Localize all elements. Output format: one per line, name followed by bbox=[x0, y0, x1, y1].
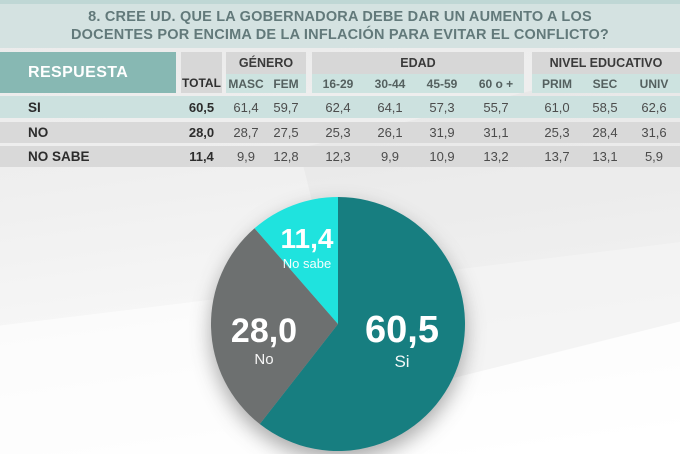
cell-no-sec: 28,4 bbox=[592, 125, 618, 140]
cell-no-16-29: 25,3 bbox=[325, 125, 351, 140]
cell-no-fem: 27,5 bbox=[273, 125, 299, 140]
cell-si-prim: 61,0 bbox=[544, 99, 570, 115]
cell-nosabe-prim: 13,7 bbox=[544, 149, 570, 164]
question-banner: 8. CREE UD. QUE LA GOBERNADORA DEBE DAR … bbox=[0, 0, 680, 48]
pie-label-no-sabe: 11,4 No sabe bbox=[280, 223, 334, 271]
cell-si-16-29: 62,4 bbox=[325, 99, 351, 115]
cell-si-sec: 58,5 bbox=[592, 99, 618, 115]
column-header-univ: UNIV bbox=[628, 74, 680, 93]
pie-slice-name-no-sabe: No sabe bbox=[282, 256, 332, 271]
row-label-no-sabe: NO SABE bbox=[28, 149, 90, 164]
pie-chart bbox=[211, 197, 465, 451]
table-row-si-band bbox=[0, 96, 680, 118]
column-header-fem: FEM bbox=[266, 74, 306, 93]
pie-value-no: 28,0 bbox=[230, 312, 298, 350]
pie-slice-name-no: No bbox=[254, 351, 274, 368]
cell-nosabe-60-o-mas: 13,2 bbox=[483, 149, 509, 164]
column-header-60-o-mas: 60 o + bbox=[468, 74, 524, 93]
table-row-no-band bbox=[0, 122, 680, 143]
group-header-genero: GÉNERO bbox=[226, 52, 306, 74]
cell-nosabe-30-44: 9,9 bbox=[380, 149, 400, 164]
cell-nosabe-fem: 12,8 bbox=[273, 149, 299, 164]
row-label-no: NO bbox=[28, 125, 49, 140]
cell-si-30-44: 64,1 bbox=[377, 99, 403, 115]
group-header-edad: EDAD bbox=[312, 52, 524, 74]
question-title-line-2: DOCENTES POR ENCIMA DE LA INFLACIÓN PARA… bbox=[71, 27, 609, 43]
column-header-sec: SEC bbox=[582, 74, 628, 93]
pie-slice-si bbox=[259, 197, 465, 451]
cell-nosabe-sec: 13,1 bbox=[592, 149, 618, 164]
cell-si-fem: 59,7 bbox=[273, 99, 299, 115]
pie-slice-name-si: Si bbox=[394, 352, 410, 371]
cell-nosabe-masc: 9,9 bbox=[236, 149, 256, 164]
column-header-masc: MASC bbox=[226, 74, 266, 93]
cell-no-masc: 28,7 bbox=[233, 125, 259, 140]
pie-value-si: 60,5 bbox=[365, 309, 439, 351]
cell-no-univ: 31,6 bbox=[641, 125, 667, 140]
pie-slice-no bbox=[211, 228, 338, 425]
pie-label-no: 28,0 No bbox=[231, 314, 297, 367]
cell-no-45-59: 31,9 bbox=[429, 125, 455, 140]
group-header-nivel-educativo: NIVEL EDUCATIVO bbox=[532, 52, 680, 74]
pie-slice-no-sabe bbox=[254, 197, 338, 324]
column-header-prim: PRIM bbox=[532, 74, 582, 93]
column-header-16-29: 16-29 bbox=[312, 74, 364, 93]
pie-label-si: 60,5 Si bbox=[365, 311, 439, 370]
crosstab-table: RESPUESTA TOTAL GÉNERO EDAD NIVEL EDUCAT… bbox=[0, 52, 680, 167]
cell-si-total: 60,5 bbox=[188, 99, 215, 115]
cell-si-60-o-mas: 55,7 bbox=[483, 99, 509, 115]
column-header-30-44: 30-44 bbox=[364, 74, 416, 93]
cell-si-45-59: 57,3 bbox=[429, 99, 455, 115]
cell-nosabe-45-59: 10,9 bbox=[429, 149, 455, 164]
cell-no-60-o-mas: 31,1 bbox=[483, 125, 509, 140]
row-header-respuesta: RESPUESTA bbox=[0, 52, 176, 93]
question-title-line-1: 8. CREE UD. QUE LA GOBERNADORA DEBE DAR … bbox=[88, 9, 592, 25]
cell-no-total: 28,0 bbox=[188, 125, 215, 140]
cell-nosabe-16-29: 12,3 bbox=[325, 149, 351, 164]
cell-no-prim: 25,3 bbox=[544, 125, 570, 140]
cell-no-30-44: 26,1 bbox=[377, 125, 403, 140]
table-row-nosabe-band bbox=[0, 146, 680, 167]
cell-nosabe-univ: 5,9 bbox=[644, 149, 664, 164]
column-header-45-59: 45-59 bbox=[416, 74, 468, 93]
cell-si-univ: 62,6 bbox=[641, 99, 667, 115]
cell-nosabe-total: 11,4 bbox=[189, 149, 214, 164]
column-header-total: TOTAL bbox=[181, 52, 222, 93]
row-label-si: SI bbox=[28, 99, 41, 115]
cell-si-masc: 61,4 bbox=[233, 99, 259, 115]
pie-value-no-sabe: 11,4 bbox=[280, 223, 334, 254]
